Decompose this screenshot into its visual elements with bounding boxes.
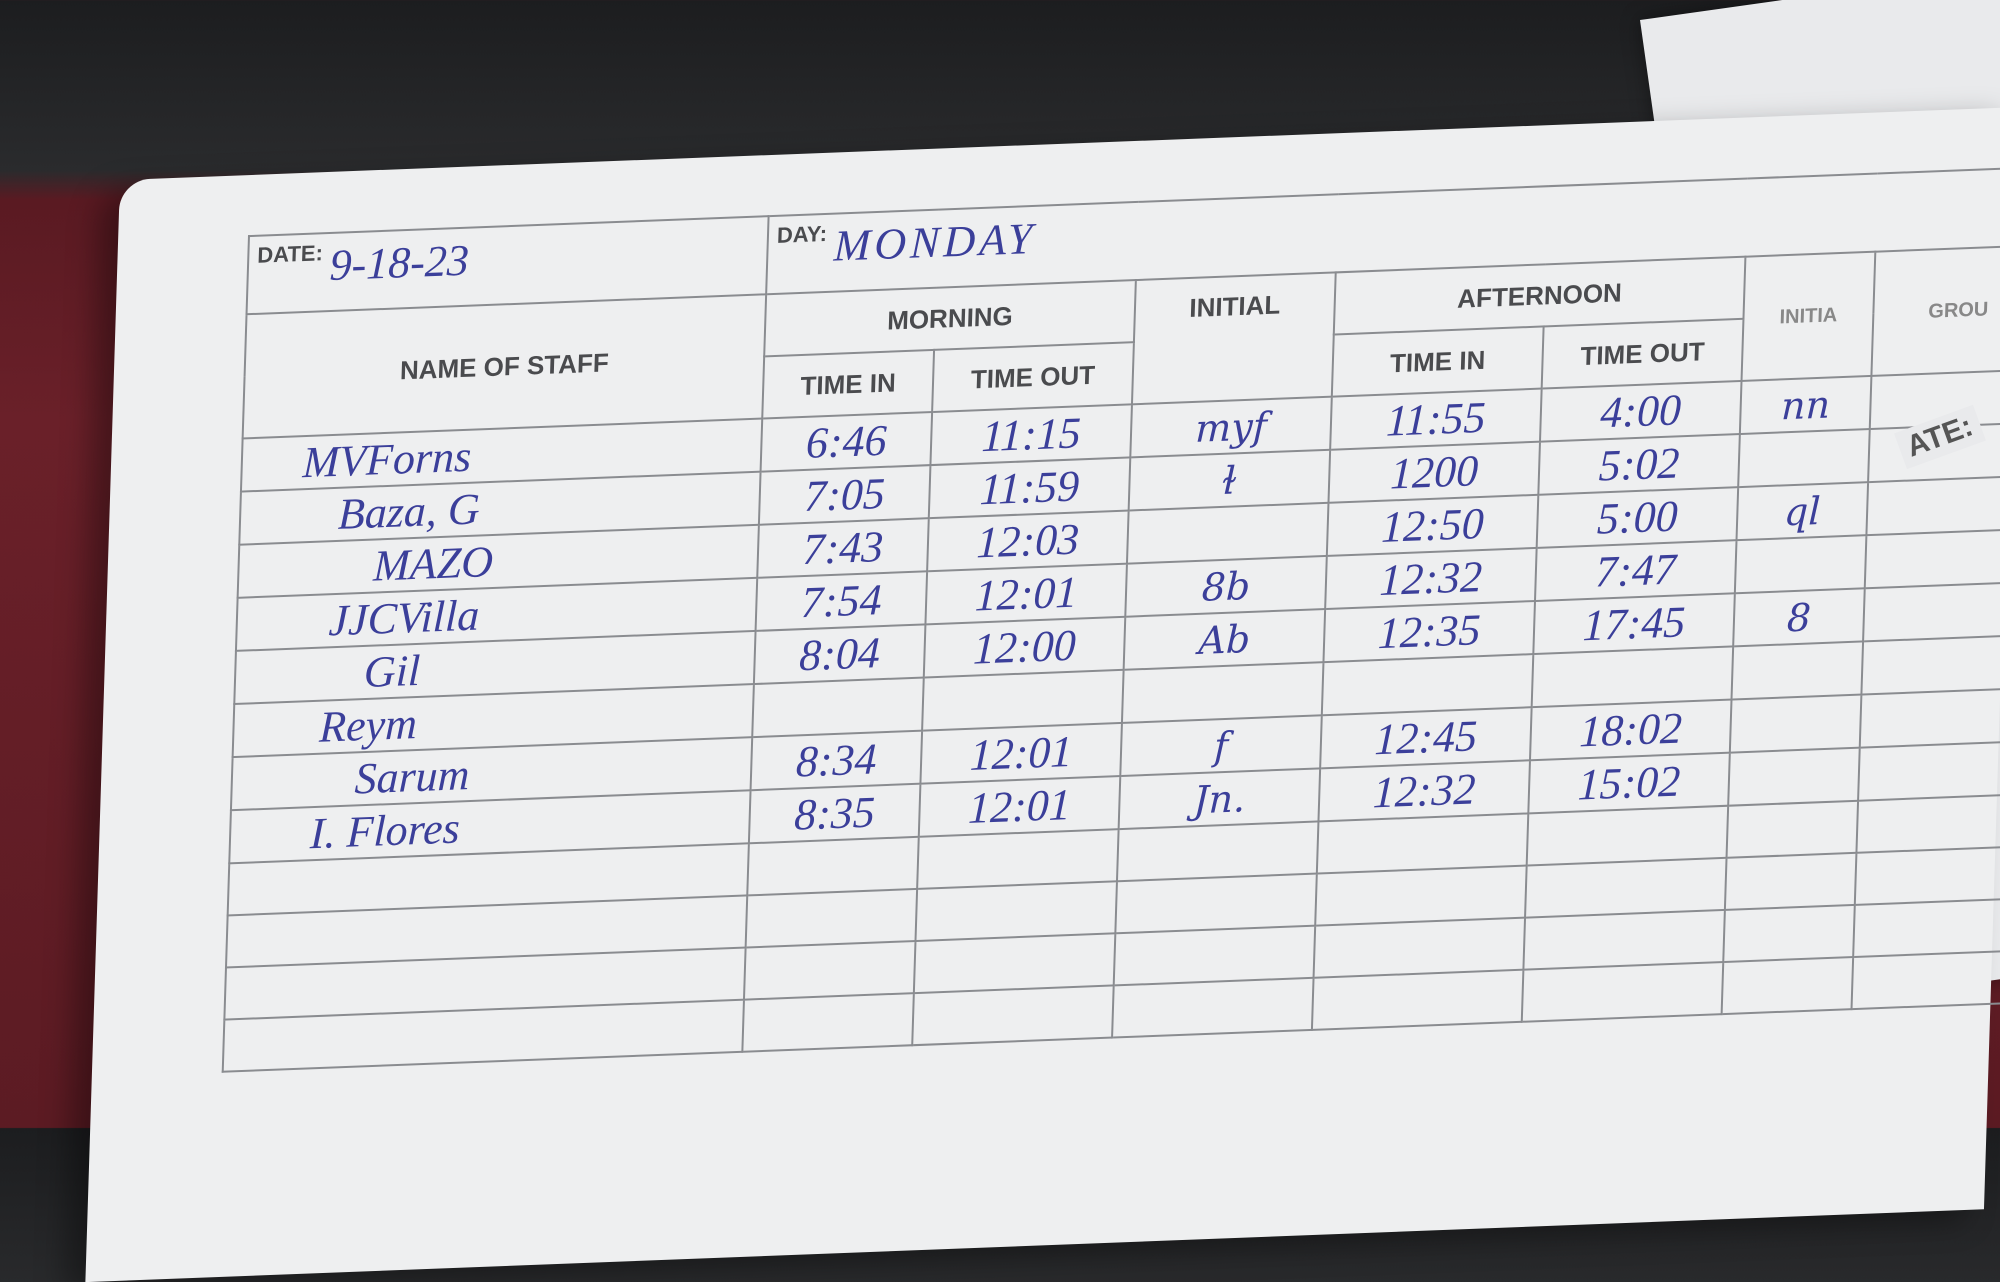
initial [1113,925,1316,986]
initial-2 [1734,535,1867,594]
morning-time-out: 12:01 [925,563,1127,625]
group-cell [1858,741,2000,801]
initial: Ab [1123,609,1326,670]
morning-time-in [747,836,919,896]
afternoon-time-in: 11:55 [1330,388,1542,450]
day-value: MONDAY [833,213,1037,271]
initial-2 [1723,904,1855,963]
afternoon-time-out [1525,857,1727,918]
group-cell [1861,634,2000,695]
afternoon-time-out [1526,805,1729,866]
initial-2: ql [1736,482,1869,541]
initial: f [1120,715,1322,777]
afternoon-time-in [1313,917,1526,978]
initial-2: 8 [1733,588,1865,647]
morning-time-out: 12:00 [923,616,1126,678]
morning-time-out [915,881,1117,942]
afternoon-time-out: 18:02 [1529,699,1732,761]
attendance-table: DATE: 9-18-23 DAY: MONDAY NAME OF STAFF … [222,166,2000,1073]
afternoon-time-in: 12:35 [1323,600,1535,663]
afternoon-time-out [1531,646,1734,708]
morning-time-in: 7:05 [758,465,931,525]
afternoon-time-in [1311,969,1524,1030]
group-cell [1859,688,2000,748]
morning-time-in [743,941,916,1000]
initial: ɫ [1128,449,1331,511]
morning-time-out: 12:03 [927,510,1129,572]
afternoon-time-in: 12:32 [1318,760,1530,822]
morning-time-in: 7:43 [757,518,929,578]
header-initial-2: INITIA [1741,251,1876,381]
group-cell [1851,950,2000,1010]
group-cell [1863,581,2000,642]
logbook-page: DATE: 9-18-23 DAY: MONDAY NAME OF STAFF … [85,107,2000,1282]
morning-time-out: 12:01 [920,722,1122,784]
afternoon-time-in: 12:50 [1326,494,1539,556]
morning-time-out: 11:59 [928,457,1131,519]
afternoon-time-out: 7:47 [1534,540,1737,601]
initial-2 [1724,852,1857,910]
initial-2 [1729,694,1862,753]
day-label: DAY: [776,220,828,248]
morning-time-in: 6:46 [760,411,933,472]
initial-2: nn [1739,375,1872,435]
afternoon-time-out [1523,909,1725,970]
afternoon-time-in [1315,865,1527,926]
attendance-sheet: DATE: 9-18-23 DAY: MONDAY NAME OF STAFF … [222,166,2000,1073]
header-initial: INITIAL [1131,272,1336,405]
header-morning-time-out: TIME OUT [932,342,1134,412]
afternoon-time-in: 12:45 [1320,707,1532,769]
initial: myf [1130,396,1332,458]
afternoon-time-out: 15:02 [1528,752,1730,814]
initial: 8b [1125,555,1327,617]
header-morning-time-in: TIME IN [762,349,935,419]
afternoon-time-in [1316,813,1529,874]
afternoon-time-in: 12:32 [1325,547,1537,610]
morning-time-out [917,829,1119,889]
initial [1112,977,1314,1038]
morning-time-out: 12:01 [918,776,1121,837]
morning-time-in [742,993,914,1052]
date-value: 9-18-23 [328,235,470,291]
initial [1115,873,1317,934]
afternoon-time-out: 5:00 [1536,487,1739,548]
group-cell [1866,475,2000,536]
morning-time-out [922,669,1124,731]
morning-time-out [912,985,1114,1046]
morning-time-in: 8:04 [753,624,926,685]
group-cell [1853,898,2000,958]
afternoon-time-in [1321,654,1534,716]
date-label: DATE: [256,240,324,268]
initial-2 [1721,957,1854,1015]
morning-time-in: 8:34 [750,730,923,791]
morning-time-in [745,888,918,948]
group-cell [1854,846,2000,905]
header-afternoon-time-out: TIME OUT [1541,318,1744,389]
group-cell [1864,528,2000,589]
initial-2 [1728,747,1860,806]
initial [1126,502,1329,564]
morning-time-out: 11:15 [930,404,1132,466]
header-afternoon-time-in: TIME IN [1331,326,1544,397]
morning-time-out [913,933,1116,994]
afternoon-time-out: 4:00 [1539,380,1742,442]
afternoon-time-out: 17:45 [1533,593,1735,655]
initial-2 [1726,800,1859,858]
header-name-of-staff: NAME OF STAFF [242,294,767,439]
group-cell [1856,794,2000,853]
morning-time-in [752,677,924,738]
afternoon-time-out: 5:02 [1538,434,1740,495]
morning-time-in: 8:35 [748,783,921,844]
morning-time-in: 7:54 [755,571,928,631]
initial [1121,662,1324,723]
afternoon-time-out [1521,962,1724,1022]
initial-2 [1738,429,1870,488]
initial-2 [1731,641,1864,700]
initial: Jn. [1118,768,1321,830]
header-group: GROU [1871,245,2000,376]
initial [1116,821,1319,882]
afternoon-time-in: 1200 [1328,441,1540,503]
